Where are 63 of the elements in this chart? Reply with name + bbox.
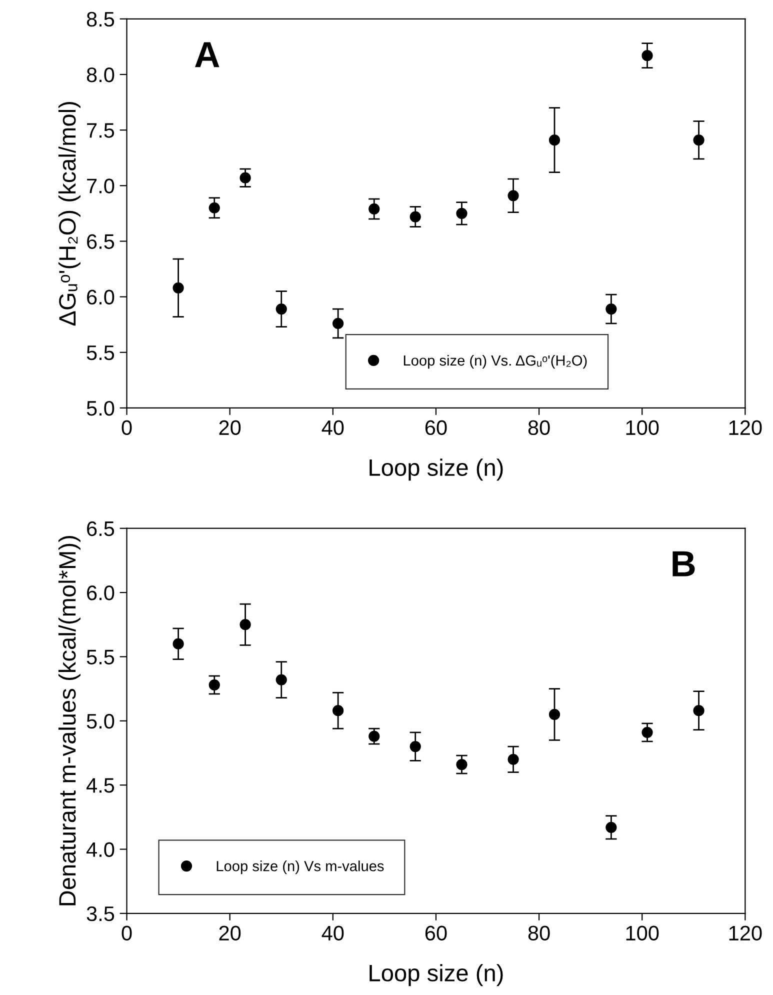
point [368, 203, 380, 215]
y-tick-label: 5.5 [86, 346, 114, 360]
annotation: A [195, 42, 220, 68]
y-axis-title: ΔGᵤᵒ'(H₂O) (kcal/mol) [58, 102, 80, 326]
x-tick-label: 40 [322, 926, 344, 941]
x-tick-label: 80 [528, 420, 550, 436]
point [642, 726, 653, 738]
y-tick-label: 7.5 [87, 123, 114, 138]
x-tick-label: 120 [729, 926, 762, 941]
point [332, 318, 344, 330]
point [208, 202, 220, 214]
y-tick-label: 6.5 [87, 234, 114, 249]
point [642, 50, 653, 62]
point [332, 705, 344, 716]
x-tick-label: 80 [528, 926, 550, 941]
point [368, 730, 380, 742]
point [456, 758, 468, 770]
point [508, 754, 519, 765]
point [548, 134, 560, 146]
y-tick-label: 5.0 [86, 714, 114, 729]
point [410, 211, 421, 222]
y-tick-label: 6.0 [87, 586, 114, 600]
y-axis-title: Denaturant m-values (kcal/(mol*M)) [58, 536, 80, 906]
x-axis-title: Loop size (n) [370, 964, 503, 986]
y-tick-label: 5.0 [86, 400, 114, 416]
point [456, 208, 468, 219]
x-tick-label: 100 [626, 926, 659, 941]
point [606, 822, 617, 833]
point [172, 282, 184, 294]
y-tick-label: 7.0 [87, 178, 114, 194]
point [693, 705, 704, 716]
y-tick-label: 3.5 [86, 906, 114, 922]
y-tick-label: 6.5 [87, 521, 114, 536]
x-tick-label: 20 [219, 926, 241, 941]
point [606, 303, 617, 315]
x-tick-label: 0 [122, 420, 132, 436]
y-tick-label: 8.5 [86, 12, 114, 27]
y-tick-label: 4.5 [86, 778, 114, 793]
x-tick-label: 120 [729, 420, 762, 436]
point [508, 190, 519, 202]
point [693, 134, 704, 146]
legend-label: Loop size (n) Vs m-values [216, 860, 384, 874]
x-tick-label: 60 [425, 926, 447, 941]
point [240, 172, 251, 184]
y-tick-label: 6.0 [87, 290, 114, 305]
x-tick-label: 0 [122, 926, 132, 941]
x-tick-label: 100 [626, 420, 659, 436]
point [172, 638, 184, 650]
point [208, 679, 220, 690]
y-tick-label: 4.0 [86, 842, 114, 857]
point [240, 619, 251, 630]
y-tick-label: 5.5 [86, 650, 114, 664]
legend-label: Loop size (n) Vs. ΔGᵤᵒ'(H₂O) [404, 354, 587, 369]
point [410, 740, 421, 752]
point [276, 674, 287, 686]
point [548, 708, 560, 720]
point [276, 303, 287, 315]
annotation: B [672, 551, 695, 576]
x-tick-label: 40 [322, 420, 344, 436]
y-tick-label: 8.0 [86, 67, 114, 82]
x-tick-label: 60 [425, 420, 447, 436]
x-axis-title: Loop size (n) [370, 458, 503, 481]
x-tick-label: 20 [219, 420, 241, 436]
